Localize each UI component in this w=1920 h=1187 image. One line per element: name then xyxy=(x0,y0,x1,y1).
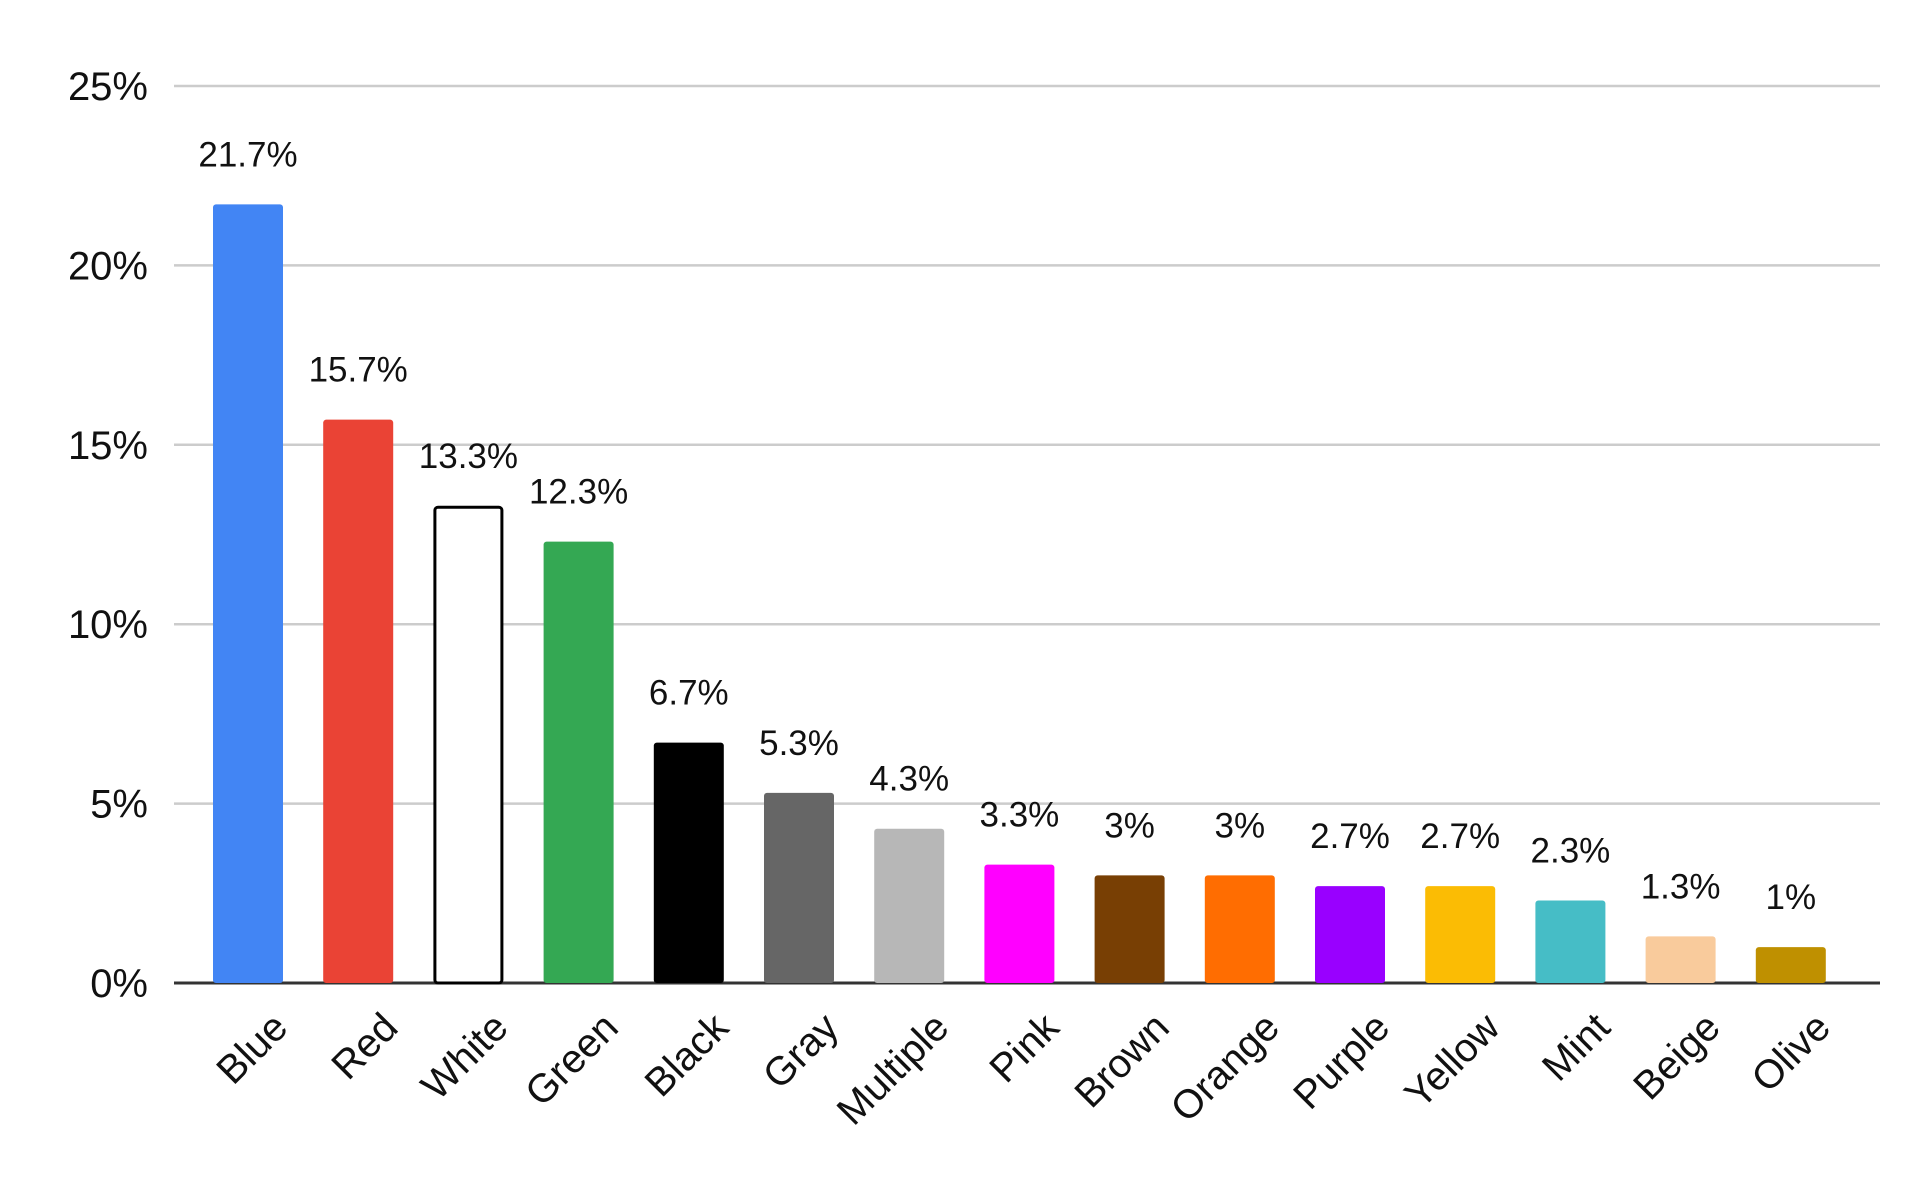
bar-beige xyxy=(1645,936,1716,983)
data-label: 1.3% xyxy=(1641,867,1721,906)
category-label: Multiple xyxy=(829,1005,958,1134)
y-tick-label: 10% xyxy=(68,603,148,647)
bar-pink xyxy=(984,864,1055,983)
category-label: Green xyxy=(517,1005,627,1115)
data-label: 2.7% xyxy=(1310,817,1390,856)
bar-olive xyxy=(1755,947,1826,983)
y-axis-tick-labels: 0% 5% 10% 15% 20% 25% xyxy=(68,65,148,1006)
category-label: Blue xyxy=(208,1005,296,1093)
data-label: 13.3% xyxy=(419,437,518,476)
bar-red xyxy=(323,419,394,984)
y-tick-label: 25% xyxy=(68,65,148,109)
data-label: 4.3% xyxy=(869,760,949,799)
category-label: Purple xyxy=(1285,1005,1398,1118)
y-tick-label: 15% xyxy=(68,424,148,468)
category-label: Beige xyxy=(1625,1005,1728,1108)
data-label: 3% xyxy=(1215,806,1266,845)
bars xyxy=(213,204,1826,985)
category-label: Olive xyxy=(1743,1005,1839,1101)
y-tick-label: 20% xyxy=(68,244,148,288)
bar-purple xyxy=(1315,886,1385,983)
data-label: 21.7% xyxy=(198,135,297,174)
bar-orange xyxy=(1204,875,1275,983)
category-label: Brown xyxy=(1066,1005,1177,1116)
bar-black xyxy=(653,742,724,983)
data-label: 3% xyxy=(1104,806,1155,845)
data-label: 1% xyxy=(1766,878,1817,917)
bar-gray xyxy=(764,792,834,983)
category-label: Red xyxy=(323,1005,406,1088)
y-tick-label: 0% xyxy=(90,962,148,1006)
category-label: White xyxy=(413,1005,516,1108)
data-label: 3.3% xyxy=(980,796,1060,835)
category-label: Gray xyxy=(755,1005,847,1097)
data-label: 6.7% xyxy=(649,674,729,713)
data-label: 2.3% xyxy=(1531,831,1611,870)
bar-brown xyxy=(1094,875,1165,983)
gridlines xyxy=(174,84,1880,985)
y-tick-label: 5% xyxy=(90,783,148,827)
data-label: 12.3% xyxy=(529,473,628,512)
category-label: Yellow xyxy=(1397,1005,1509,1117)
bar-blue xyxy=(213,204,283,984)
category-label: Mint xyxy=(1534,1005,1619,1090)
data-label: 2.7% xyxy=(1420,817,1500,856)
bar-yellow xyxy=(1425,886,1496,983)
bar-green xyxy=(543,541,614,983)
data-label: 5.3% xyxy=(759,724,839,763)
bar-multiple xyxy=(874,828,945,983)
bar-white xyxy=(433,505,504,985)
category-label: Pink xyxy=(981,1004,1068,1091)
bar-mint xyxy=(1535,900,1606,983)
category-label: Black xyxy=(637,1004,738,1105)
data-labels: 21.7% 15.7% 13.3% 12.3% 6.7% 5.3% 4.3% 3.3% 3% 3%… xyxy=(198,135,1816,917)
data-label: 15.7% xyxy=(309,351,408,390)
category-label: Orange xyxy=(1163,1005,1288,1130)
